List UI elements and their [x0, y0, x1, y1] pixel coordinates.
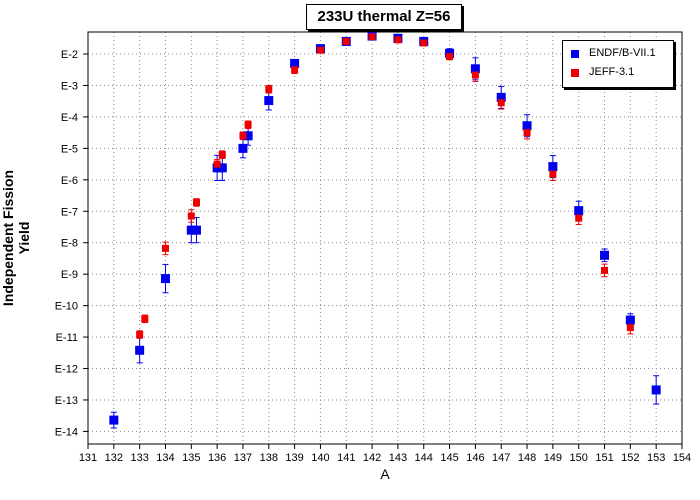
data-point-endf: [109, 415, 119, 425]
x-tick-label: 141: [337, 452, 355, 464]
legend-entry-endf: ENDF/B-VII.1: [563, 46, 673, 62]
legend-swatch-endf: [571, 50, 579, 58]
y-tick-label: E-4: [61, 112, 78, 124]
data-point-jeff: [136, 331, 144, 339]
legend: ENDF/B-VII.1 JEFF-3.1: [562, 40, 674, 88]
data-point-jeff: [187, 212, 195, 220]
data-point-jeff: [316, 46, 324, 54]
data-point-jeff: [626, 324, 634, 332]
data-point-jeff: [368, 33, 376, 41]
data-point-jeff: [420, 39, 428, 47]
legend-entry-jeff: JEFF-3.1: [563, 65, 673, 81]
data-point-jeff: [244, 121, 252, 129]
x-tick-label: 146: [466, 452, 484, 464]
data-point-jeff: [265, 85, 273, 93]
data-point-endf: [625, 315, 635, 325]
x-tick-label: 147: [492, 452, 510, 464]
data-point-jeff: [394, 36, 402, 44]
y-tick-label: E-8: [61, 238, 78, 250]
y-tick-label: E-9: [61, 269, 78, 281]
data-point-jeff: [342, 37, 350, 45]
data-point-endf: [264, 96, 274, 106]
axis-layer: 131 132 133 134 135 136 137 138 139 140 141 142 143 1…: [55, 49, 691, 464]
data-point-endf: [496, 92, 506, 102]
x-tick-label: 153: [647, 452, 665, 464]
data-point-jeff: [218, 151, 226, 159]
data-point-jeff: [497, 99, 505, 107]
legend-label-jeff: JEFF-3.1: [589, 66, 635, 78]
x-tick-label: 150: [570, 452, 588, 464]
legend-swatch-jeff: [571, 69, 579, 77]
data-point-jeff: [161, 244, 169, 252]
data-point-endf: [600, 250, 610, 260]
data-point-jeff: [192, 198, 200, 206]
y-tick-label: E-13: [55, 395, 78, 407]
data-point-jeff: [523, 129, 531, 137]
x-tick-label: 142: [363, 452, 381, 464]
x-tick-label: 131: [79, 452, 97, 464]
data-point-jeff: [471, 71, 479, 79]
data-point-endf: [548, 162, 558, 172]
x-tick-label: 154: [673, 452, 691, 464]
chart-title: 233U thermal Z=56: [306, 4, 462, 30]
x-tick-label: 139: [285, 452, 303, 464]
y-tick-label: E-12: [55, 364, 78, 376]
y-tick-label: E-11: [56, 332, 78, 344]
x-tick-label: 136: [208, 452, 226, 464]
data-point-endf: [186, 225, 196, 235]
data-point-jeff: [446, 53, 454, 61]
data-point-jeff: [213, 160, 221, 168]
y-tick-label: E-5: [61, 143, 78, 155]
data-point-jeff: [141, 315, 149, 323]
x-tick-label: 152: [621, 452, 639, 464]
x-tick-label: 151: [595, 452, 613, 464]
x-tick-label: 140: [311, 452, 329, 464]
data-point-jeff: [549, 170, 557, 178]
data-point-endf: [160, 274, 170, 284]
data-point-endf: [212, 163, 222, 173]
x-tick-label: 148: [518, 452, 536, 464]
data-point-jeff: [575, 214, 583, 222]
data-point-endf: [522, 121, 532, 131]
data-point-endf: [290, 58, 300, 68]
x-tick-label: 149: [544, 452, 562, 464]
data-point-endf: [135, 345, 145, 355]
x-tick-label: 134: [156, 452, 174, 464]
data-point-endf: [651, 385, 661, 395]
data-point-layer: [109, 31, 661, 425]
y-tick-label: E-3: [61, 80, 78, 92]
x-tick-label: 137: [234, 452, 252, 464]
x-tick-label: 143: [389, 452, 407, 464]
data-point-endf: [243, 131, 253, 141]
data-point-jeff: [601, 266, 609, 274]
legend-label-endf: ENDF/B-VII.1: [589, 47, 656, 59]
x-tick-label: 133: [130, 452, 148, 464]
data-point-jeff: [291, 66, 299, 74]
y-tick-label: E-10: [55, 301, 78, 313]
data-point-jeff: [239, 132, 247, 140]
y-tick-label: E-6: [61, 175, 78, 187]
data-point-endf: [238, 143, 248, 153]
data-point-endf: [574, 206, 584, 216]
y-axis-label: Independent Fission Yield: [0, 169, 32, 307]
x-tick-label: 144: [415, 452, 433, 464]
y-tick-label: E-7: [61, 206, 78, 218]
data-point-endf: [217, 163, 227, 173]
x-axis-label: A: [380, 466, 390, 482]
x-tick-label: 138: [260, 452, 278, 464]
plot-area-border: [87, 31, 683, 445]
x-tick-label: 132: [105, 452, 123, 464]
y-tick-label: E-2: [61, 49, 78, 61]
data-point-endf: [191, 225, 201, 235]
x-tick-label: 145: [440, 452, 458, 464]
y-tick-label: E-14: [55, 426, 78, 438]
grid-layer: [88, 32, 682, 444]
data-point-endf: [470, 64, 480, 74]
x-tick-label: 135: [182, 452, 200, 464]
